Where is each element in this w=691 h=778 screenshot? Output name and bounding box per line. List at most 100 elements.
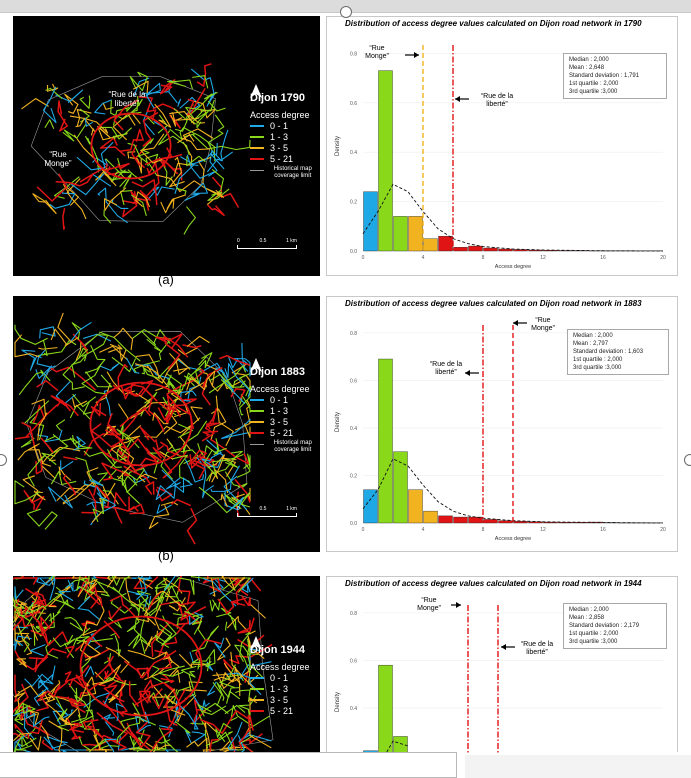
overlay-window-bottom[interactable]: [0, 752, 457, 778]
histogram-bar: [363, 489, 378, 524]
legend-item-1-3: 1 - 3: [250, 131, 316, 142]
road-segment: [62, 474, 77, 496]
road-segment: [196, 63, 212, 87]
road-segment: [183, 133, 216, 162]
road-segment: [167, 79, 193, 90]
road-segment: [58, 591, 74, 602]
road-segment: [135, 191, 151, 208]
road-segment: [13, 577, 38, 585]
road-segment: [16, 727, 37, 739]
road-segment: [161, 469, 181, 490]
histogram-bar: [423, 238, 438, 252]
map-city-year: Dijon 1883: [250, 366, 306, 378]
road-segment: [38, 665, 56, 690]
road-segment: [136, 748, 166, 752]
road-network-map-1883: Dijon 1883 Access degree 0 - 1 1 - 3 3 -…: [13, 296, 320, 552]
annotation-arrow-head: [513, 320, 518, 326]
histogram-bar: [543, 521, 558, 524]
annotation-rue-liberte: “Rue de la liberté”: [480, 93, 514, 108]
road-segment: [221, 418, 251, 439]
road-segment: [186, 154, 215, 179]
road-segment: [64, 616, 84, 632]
road-segment: [205, 450, 243, 482]
road-segment: [214, 637, 226, 658]
map-canvas: [13, 576, 274, 752]
road-segment: [30, 622, 39, 641]
road-segment: [33, 674, 48, 707]
road-segment: [71, 728, 84, 739]
y-axis-label: Density: [335, 412, 341, 432]
road-segment: [158, 665, 185, 677]
resize-handle-right[interactable]: [684, 454, 691, 466]
road-segment: [215, 672, 234, 689]
road-segment: [27, 733, 30, 739]
road-segment: [242, 453, 251, 470]
road-segment: [209, 738, 219, 752]
road-segment: [136, 576, 153, 600]
road-segment: [144, 147, 173, 166]
road-segment: [230, 704, 253, 727]
y-tick-label: 0.6: [350, 658, 357, 664]
road-segment: [199, 371, 227, 392]
resize-handle-top[interactable]: [340, 6, 352, 18]
road-segment: [127, 169, 143, 182]
road-segment: [130, 721, 151, 749]
road-segment: [217, 598, 246, 615]
road-segment: [154, 103, 172, 128]
legend-item-1-3: 1 - 3: [250, 683, 316, 694]
road-segment: [204, 577, 216, 597]
road-segment: [202, 576, 222, 593]
density-curve: [385, 740, 409, 753]
road-segment: [201, 407, 218, 442]
road-segment: [157, 636, 178, 658]
road-segment: [133, 360, 160, 373]
coverage-limit: [26, 330, 248, 523]
histogram-bar: [468, 245, 483, 252]
chart-title: Distribution of access degree values cal…: [345, 19, 642, 28]
y-axis-label: Density: [335, 692, 341, 712]
road-segment: [134, 189, 152, 202]
road-segment: [169, 111, 195, 127]
legend-item-3-5: 3 - 5: [250, 694, 316, 705]
histogram-bar: [378, 664, 393, 753]
road-segment: [194, 110, 209, 129]
histogram-bar: [453, 247, 468, 252]
x-tick-label: 16: [600, 255, 606, 261]
road-segment: [14, 736, 33, 751]
x-tick-label: 4: [422, 527, 425, 533]
road-segment: [56, 400, 79, 417]
road-segment: [166, 438, 174, 451]
road-segment: [187, 88, 206, 115]
road-segment: [239, 661, 272, 680]
road-segment: [104, 505, 139, 512]
road-segment: [98, 664, 122, 686]
road-segment: [236, 464, 251, 478]
road-segment: [208, 150, 234, 177]
road-segment: [190, 68, 217, 107]
road-segment: [50, 366, 97, 391]
road-segment: [61, 437, 93, 450]
road-segment: [123, 469, 146, 481]
road-segment: [29, 644, 46, 657]
road-segment: [224, 704, 246, 715]
road-segment: [26, 707, 50, 727]
road-segment: [195, 367, 202, 385]
road-segment: [38, 347, 58, 350]
road-segment: [175, 117, 200, 121]
road-segment: [156, 590, 186, 608]
stats-box: Median : 2,000 Mean : 2,648 Standard devia…: [563, 53, 667, 99]
road-segment: [177, 576, 191, 605]
legend-item-3-5: 3 - 5: [250, 142, 316, 153]
annotation-arrow-head: [456, 602, 461, 608]
road-segment: [184, 459, 205, 483]
histogram-bar: [513, 521, 528, 524]
road-segment: [62, 123, 87, 142]
legend-item-5-21: 5 - 21: [250, 153, 316, 164]
road-segment: [112, 114, 128, 141]
road-segment: [216, 682, 241, 701]
road-segment: [186, 737, 209, 751]
legend-item-5-21: 5 - 21: [250, 705, 316, 716]
road-segment: [94, 99, 112, 115]
road-segment: [154, 628, 172, 648]
road-segment: [197, 704, 212, 717]
